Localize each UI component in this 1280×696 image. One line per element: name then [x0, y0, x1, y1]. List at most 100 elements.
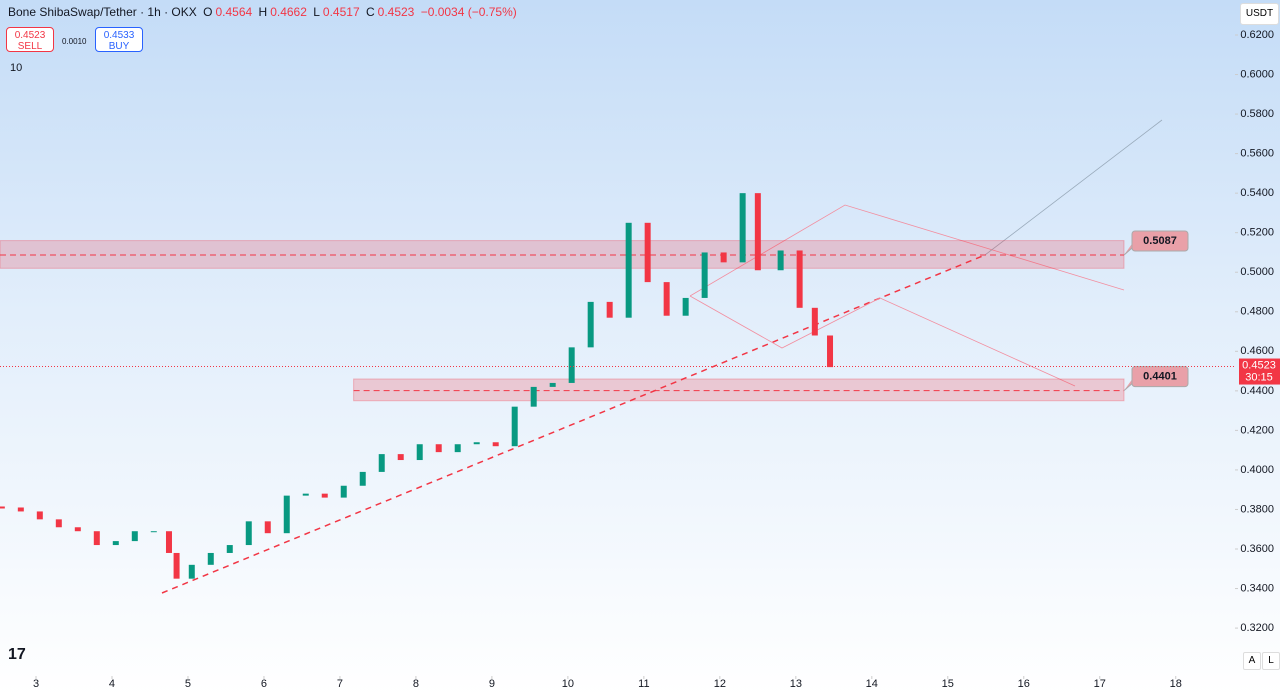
candle [568, 347, 575, 383]
close: 0.4523 [377, 5, 415, 19]
x-tick-label: 15 [942, 678, 954, 690]
y-tick-label: 0.3200 [1240, 622, 1274, 634]
y-tick-label: 0.3400 [1240, 582, 1274, 594]
candle [283, 495, 290, 534]
x-tick-label: 6 [261, 678, 267, 690]
sell-button[interactable]: 0.4523 SELL [6, 27, 54, 52]
x-tick-label: 12 [714, 678, 726, 690]
y-tick-label: 0.5400 [1240, 187, 1274, 199]
candle [644, 222, 651, 283]
countdown: 30:15 [1245, 371, 1273, 383]
candle [36, 511, 43, 520]
y-tick-label: 0.4800 [1240, 306, 1274, 318]
x-tick-label: 14 [866, 678, 878, 690]
x-tick-label: 10 [562, 678, 574, 690]
candle [701, 252, 708, 298]
level-label: 0.5087 [1143, 235, 1177, 247]
log-button[interactable]: L [1262, 652, 1280, 670]
indicator[interactable]: 10 [10, 62, 23, 74]
candle [606, 301, 613, 318]
level-zone [0, 240, 1125, 269]
buy-button[interactable]: 0.4533 BUY [95, 27, 143, 52]
label: BUY [108, 41, 130, 52]
candle [188, 564, 195, 579]
candle [827, 335, 834, 368]
candle [720, 252, 727, 263]
last-price-box [1239, 358, 1280, 385]
candle [777, 250, 784, 271]
last-price-label: 0.4523 [1242, 359, 1276, 371]
candle [549, 382, 556, 387]
candle [682, 297, 689, 316]
candle [378, 454, 385, 472]
candle [625, 222, 632, 318]
candle [173, 552, 180, 579]
change: −0.0034 (−0.75%) [420, 5, 517, 19]
candle [340, 485, 347, 498]
candle [226, 545, 233, 553]
y-tick-label: 0.5200 [1240, 227, 1274, 239]
label: L [313, 5, 320, 19]
candle [811, 307, 818, 336]
pattern-line [689, 295, 1076, 387]
candle [416, 444, 423, 461]
y-tick-label: 0.4600 [1240, 345, 1274, 357]
candle [207, 552, 214, 565]
y-tick-label: 0.5800 [1240, 108, 1274, 120]
spread: 0.0010 [62, 37, 87, 46]
label: H [258, 5, 268, 19]
x-tick-label: 5 [185, 678, 191, 690]
candle [0, 506, 5, 509]
candle [473, 442, 480, 445]
y-tick-label: 0.4200 [1240, 424, 1274, 436]
candle [492, 442, 499, 447]
level-label-box [1131, 230, 1189, 252]
candle [739, 193, 746, 263]
level-zone [353, 378, 1125, 402]
y-tick-label: 0.4400 [1240, 385, 1274, 397]
level-label: 0.4401 [1143, 371, 1177, 383]
candle [359, 471, 366, 486]
pattern-line [689, 204, 1125, 297]
x-tick-label: 16 [1018, 678, 1030, 690]
label: C [365, 5, 375, 19]
y-tick-label: 0.6000 [1240, 68, 1274, 80]
auto-button[interactable]: A [1243, 652, 1261, 670]
x-tick-label: 11 [638, 678, 649, 690]
candle [150, 531, 157, 533]
projection-line [984, 119, 1163, 256]
candle [245, 521, 252, 546]
logo: 17 [8, 646, 26, 663]
high: 0.4662 [270, 5, 307, 19]
x-tick-label: 3 [33, 678, 39, 690]
y-tick-label: 0.4000 [1240, 464, 1274, 476]
symbol: Bone ShibaSwap/Tether · 1h · OKX [8, 5, 197, 19]
trend-line [161, 254, 986, 594]
candle [131, 531, 138, 542]
candle [17, 507, 24, 512]
label: SELL [17, 41, 43, 52]
candle [663, 282, 670, 316]
x-tick-label: 18 [1170, 678, 1182, 690]
x-tick-label: 8 [413, 678, 419, 690]
legend: Bone ShibaSwap/Tether · 1h · OKX O 0.4564… [8, 5, 520, 19]
candle [93, 531, 100, 546]
candle [435, 444, 442, 453]
candle [511, 406, 518, 447]
candle [754, 193, 761, 271]
y-tick-label: 0.5600 [1240, 148, 1274, 160]
price: 0.4523 [14, 30, 46, 41]
y-tick-label: 0.3600 [1240, 543, 1274, 555]
candle [321, 493, 328, 498]
level-label-box [1131, 366, 1189, 388]
candle [796, 250, 803, 308]
candle [587, 301, 594, 348]
label: O [203, 5, 213, 19]
currency-select[interactable]: USDT [1240, 3, 1279, 25]
candle [530, 386, 537, 407]
x-tick-label: 7 [337, 678, 343, 690]
y-tick-label: 0.6200 [1240, 29, 1274, 41]
candle [454, 444, 461, 453]
